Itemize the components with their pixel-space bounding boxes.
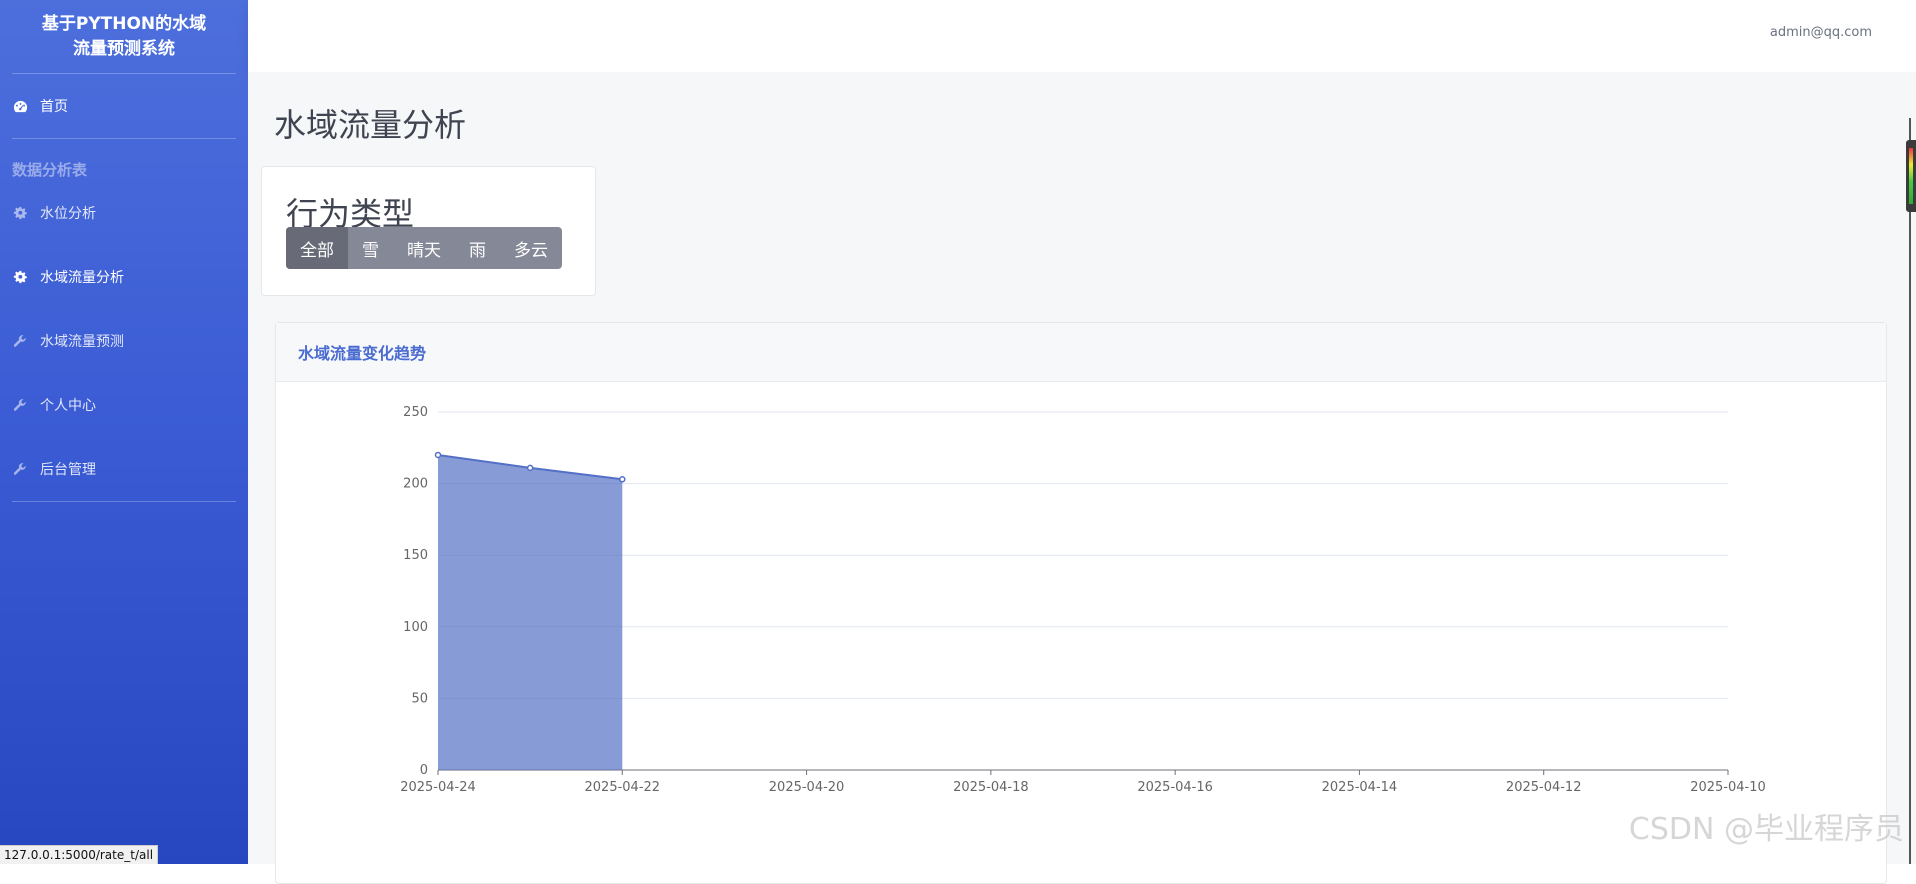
filter-button-snow[interactable]: 雪: [348, 227, 393, 269]
filter-button-rain[interactable]: 雨: [455, 227, 500, 269]
y-tick-label: 50: [411, 691, 428, 706]
sidebar-item-label: 水位分析: [40, 206, 96, 222]
gear-icon: [12, 205, 28, 221]
sidebar-item-label: 水域流量分析: [40, 270, 124, 286]
sidebar-item-label: 后台管理: [40, 462, 96, 478]
x-tick-label: 2025-04-14: [1322, 780, 1398, 795]
sidebar-item-flow-prediction[interactable]: 水域流量预测: [0, 321, 248, 361]
y-tick-label: 0: [420, 763, 428, 778]
scrollbar-track[interactable]: [1909, 118, 1911, 864]
sidebar-item-label: 水域流量预测: [40, 334, 124, 350]
wrench-icon: [12, 397, 28, 413]
x-tick-label: 2025-04-22: [585, 780, 661, 795]
data-point: [619, 476, 626, 483]
weather-filter-group: 全部 雪 晴天 雨 多云: [286, 227, 562, 269]
sidebar-item-flow-analysis[interactable]: 水域流量分析: [0, 257, 248, 297]
brand-title: 基于PYTHON的水域 流量预测系统: [12, 0, 236, 74]
filter-label: 行为类型: [286, 195, 415, 233]
wrench-icon: [12, 461, 28, 477]
wrench-icon: [12, 333, 28, 349]
x-tick-label: 2025-04-18: [953, 780, 1029, 795]
sidebar-item-label: 个人中心: [40, 398, 96, 414]
chart-card-title: 水域流量变化趋势: [276, 323, 1886, 382]
data-point: [434, 451, 442, 459]
x-tick-label: 2025-04-10: [1690, 780, 1766, 795]
sidebar: 基于PYTHON的水域 流量预测系统 首页 数据分析表 水位分析 水域流量分析 …: [0, 0, 248, 864]
y-tick-label: 150: [403, 548, 428, 563]
user-email[interactable]: admin@qq.com: [1769, 25, 1872, 40]
scrollbar-handle[interactable]: [1906, 140, 1916, 212]
topbar: admin@qq.com: [248, 0, 1916, 72]
level-meter: [1909, 148, 1913, 204]
area-fill: [438, 454, 623, 770]
sidebar-item-profile[interactable]: 个人中心: [0, 385, 248, 425]
dashboard-icon: [12, 98, 28, 114]
flow-trend-chart: 0 50 100 150 200 250 2025-04-24 2025-04-22 2025-…: [400, 405, 1766, 795]
watermark: CSDN @毕业程序员: [1628, 812, 1904, 847]
sidebar-item-label: 首页: [40, 99, 68, 115]
sidebar-item-home[interactable]: 首页: [0, 86, 248, 126]
chart-card: 水域流量变化趋势 0 50 100 150 200 250 2025-04-24 2025-0…: [275, 322, 1887, 884]
filter-button-all[interactable]: 全部: [286, 227, 348, 269]
brand-line-2: 流量预测系统: [73, 38, 175, 59]
x-tick-label: 2025-04-20: [769, 780, 845, 795]
x-tick-label: 2025-04-16: [1137, 780, 1213, 795]
gear-icon: [12, 269, 28, 285]
section-heading: 数据分析表: [12, 161, 88, 179]
filter-button-sunny[interactable]: 晴天: [393, 227, 455, 269]
y-tick-label: 200: [403, 477, 428, 492]
filter-card: 行为类型 全部 雪 晴天 雨 多云: [261, 166, 596, 296]
x-tick-label: 2025-04-12: [1506, 780, 1582, 795]
y-tick-label: 250: [403, 405, 428, 420]
data-point: [526, 464, 534, 472]
status-url: 127.0.0.1:5000/rate_t/all: [0, 845, 159, 864]
divider: [12, 138, 236, 139]
y-tick-label: 100: [403, 620, 428, 635]
sidebar-item-water-level[interactable]: 水位分析: [0, 193, 248, 233]
page-title: 水域流量分析: [274, 106, 467, 144]
sidebar-item-admin[interactable]: 后台管理: [0, 449, 248, 489]
divider: [12, 501, 236, 502]
filter-button-cloudy[interactable]: 多云: [500, 227, 562, 269]
x-tick-label: 2025-04-24: [400, 780, 476, 795]
brand-line-1: 基于PYTHON的水域: [41, 13, 207, 34]
